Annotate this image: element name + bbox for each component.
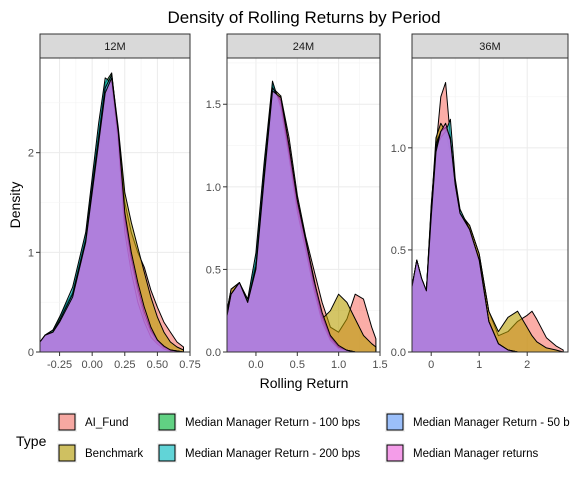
legend-label: Median Manager Return - 100 bps xyxy=(185,417,360,429)
legend-key-swatch xyxy=(386,413,404,431)
y-tick-label: 0.0 xyxy=(206,347,221,359)
x-tick-label: 0.0 xyxy=(248,359,263,371)
legend-item: Median Manager Return - 200 bps xyxy=(157,443,360,463)
legend-label: Median Manager Return - 50 b xyxy=(413,417,570,429)
y-tick-label: 1.0 xyxy=(206,182,221,194)
legend-label: Median Manager returns xyxy=(413,448,539,460)
legend-key-swatch xyxy=(58,444,76,462)
legend-item: AI_Fund xyxy=(57,412,128,432)
panel-border xyxy=(411,57,569,353)
y-tick-label: 1 xyxy=(28,247,34,259)
x-tick-label: 0.75 xyxy=(179,359,200,371)
facet-strip-label: 36M xyxy=(479,41,500,53)
x-tick-label: 0.00 xyxy=(81,359,102,371)
legend-key-swatch xyxy=(158,444,176,462)
legend-label: AI_Fund xyxy=(85,417,128,429)
legend: AI_Fund Median Manager Return - 100 bps Me… xyxy=(57,412,570,463)
x-axis-title: Rolling Return xyxy=(260,375,349,391)
legend-key-swatch xyxy=(58,413,76,431)
density-areas xyxy=(411,82,564,353)
x-tick-label: 0.50 xyxy=(147,359,168,371)
legend-item: Benchmark xyxy=(57,443,143,463)
facet-strip-label: 24M xyxy=(293,41,314,53)
y-axis-title: Density xyxy=(7,182,23,229)
facet-panel-12M: 12M -0.25 0.00 0.25 0.50 0.75 0 1 2 xyxy=(28,33,201,371)
legend-item: Median Manager Return - 100 bps xyxy=(157,412,360,432)
x-tick-label: -0.25 xyxy=(47,359,72,371)
legend-label: Benchmark xyxy=(85,448,143,460)
facet-panel-36M: 36M 0 1 2 0.0 0.5 1.0 xyxy=(391,33,569,371)
density-areas xyxy=(39,72,184,353)
y-tick-label: 0.0 xyxy=(391,347,406,359)
y-tick-label: 0 xyxy=(28,347,34,359)
facet-strip xyxy=(39,33,191,59)
legend-label: Median Manager Return - 200 bps xyxy=(185,448,360,460)
chart-title: Density of Rolling Returns by Period xyxy=(167,8,440,27)
facet-strip-label: 12M xyxy=(104,41,125,53)
legend-key-swatch xyxy=(158,413,176,431)
x-tick-label: 0 xyxy=(428,359,434,371)
density-area-median-manager-returns xyxy=(39,77,184,353)
legend-item: Median Manager Return - 50 b xyxy=(385,412,570,432)
y-tick-label: 1.5 xyxy=(206,99,221,111)
y-tick-label: 0.5 xyxy=(206,264,221,276)
y-tick-label: 2 xyxy=(28,148,34,160)
density-areas xyxy=(226,80,377,353)
legend-item: Median Manager returns xyxy=(385,443,539,463)
facet-strip xyxy=(226,33,381,59)
x-tick-label: 2 xyxy=(524,359,530,371)
legend-title: Type xyxy=(16,433,47,449)
x-tick-label: 1.5 xyxy=(372,359,387,371)
x-tick-label: 0.5 xyxy=(290,359,305,371)
y-tick-label: 1.0 xyxy=(391,143,406,155)
panel-border xyxy=(39,57,191,353)
facet-panel-24M: 24M 0.0 0.5 1.0 1.5 0.0 0.5 1.0 1.5 xyxy=(206,33,388,371)
x-tick-label: 1 xyxy=(476,359,482,371)
legend-key-swatch xyxy=(386,444,404,462)
x-tick-label: 0.25 xyxy=(114,359,135,371)
x-tick-label: 1.0 xyxy=(331,359,346,371)
y-tick-label: 0.5 xyxy=(391,245,406,257)
panel-border xyxy=(226,57,381,353)
